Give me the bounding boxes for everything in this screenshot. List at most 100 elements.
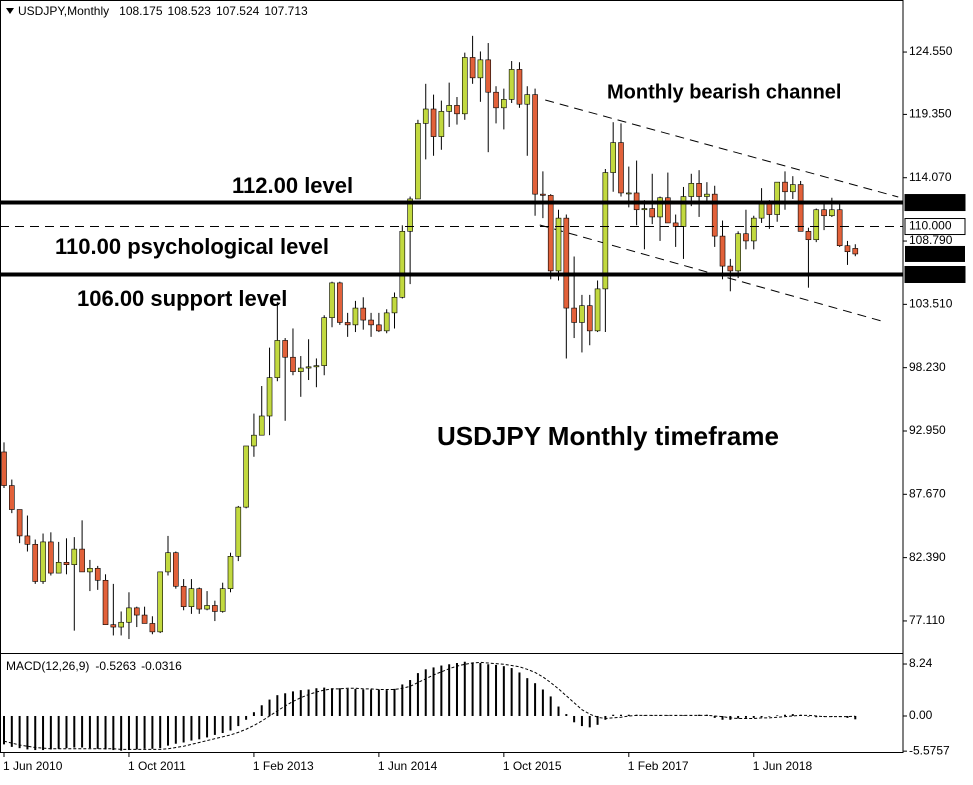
macd-bar <box>471 662 474 716</box>
candle-body <box>602 172 609 290</box>
candle-body <box>313 365 320 368</box>
menu-triangle <box>6 8 14 14</box>
high-value: 108.523 <box>168 4 212 18</box>
macd-bar <box>768 715 771 717</box>
macd-bar <box>557 706 560 716</box>
macd-bar <box>331 688 334 716</box>
macd-bar <box>487 664 490 716</box>
candle-body <box>586 305 593 332</box>
y-tick-label: 92.950 <box>909 423 946 437</box>
candle-body <box>383 312 390 332</box>
macd-bar <box>299 690 302 716</box>
macd-bar <box>424 669 427 716</box>
macd-bar <box>354 688 357 716</box>
candle-body <box>16 509 23 537</box>
macd-bar <box>518 672 521 716</box>
candle-body <box>258 415 265 436</box>
candle-body <box>251 434 257 447</box>
candle-body <box>563 217 570 309</box>
macd-bar <box>784 714 786 716</box>
candle-body <box>399 231 406 298</box>
macd-bar <box>120 715 123 751</box>
annotation: USDJPY Monthly timeframe <box>437 421 779 451</box>
candle-body <box>758 203 765 219</box>
candle-body <box>844 245 851 253</box>
candle-body <box>782 181 788 193</box>
candle-body <box>196 588 203 610</box>
candle-body <box>540 193 546 196</box>
macd-bar <box>393 688 396 716</box>
macd-bar <box>73 715 76 748</box>
candle-body <box>547 195 554 272</box>
macd-bar <box>682 715 685 716</box>
chart-header: USDJPY,Monthly 108.175 108.523 107.524 107.7… <box>18 4 308 18</box>
candle-body <box>571 307 577 323</box>
candle-body <box>430 108 437 137</box>
macd-bar <box>143 715 146 749</box>
macd-bar <box>495 664 498 716</box>
macd-bar <box>167 715 170 746</box>
candle-body <box>805 231 812 241</box>
macd-bar <box>401 684 404 716</box>
level-tag <box>904 218 966 236</box>
x-tick-label: 1 Oct 2015 <box>503 759 562 773</box>
macd-bar <box>346 688 349 716</box>
candle-body <box>485 59 492 93</box>
candle-body <box>235 506 242 557</box>
macd-bar <box>260 705 263 716</box>
macd-bar <box>174 715 177 744</box>
macd-bar <box>416 673 419 716</box>
candle-body <box>618 142 624 194</box>
macd-bar <box>42 715 45 751</box>
macd-bar <box>619 714 622 716</box>
level-tag <box>904 194 966 212</box>
candle-body <box>477 59 484 79</box>
candle-body <box>579 305 585 323</box>
macd-bar <box>307 689 310 716</box>
macd-bar <box>463 661 466 716</box>
candle-body <box>266 377 273 417</box>
macd-bar <box>612 714 615 716</box>
macd-bar <box>291 691 294 716</box>
candle-body <box>118 621 124 628</box>
candle-body <box>641 208 648 211</box>
level-tag <box>904 265 966 283</box>
candle-body <box>422 108 429 124</box>
candle-body <box>625 192 632 195</box>
macd-bar <box>534 683 537 716</box>
macd-bar <box>190 715 193 741</box>
candle-body <box>141 614 148 624</box>
y-tick-label: 87.670 <box>909 486 946 500</box>
chart-title: USDJPY,Monthly <box>18 4 109 18</box>
candle-body <box>180 585 187 607</box>
candle-body <box>594 288 601 332</box>
macd-bar <box>370 689 373 716</box>
annotation: 106.00 support level <box>77 286 287 311</box>
macd-bar <box>744 715 747 718</box>
macd-bar <box>580 715 583 727</box>
macd-bar <box>221 715 224 734</box>
macd-bar <box>791 714 794 716</box>
macd-bar <box>34 715 37 751</box>
candle-body <box>454 105 460 115</box>
candle-body <box>40 541 46 582</box>
macd-bar <box>10 715 13 747</box>
y-tick-label: 77.110 <box>909 613 945 627</box>
candle-body <box>813 209 820 241</box>
candle-body <box>297 367 304 372</box>
macd-bar <box>198 715 201 740</box>
macd-bar <box>276 695 279 716</box>
macd-bar <box>588 715 591 728</box>
candle-body <box>407 198 413 232</box>
candle-body <box>665 197 671 224</box>
y-tick-label: 82.390 <box>909 550 946 564</box>
macd-bar <box>698 714 701 716</box>
macd-bar <box>713 715 716 718</box>
macd-bar <box>323 687 326 716</box>
candle-body <box>711 193 718 237</box>
candle-body <box>71 548 78 565</box>
candle-body <box>63 562 70 565</box>
candle-body <box>110 624 117 628</box>
